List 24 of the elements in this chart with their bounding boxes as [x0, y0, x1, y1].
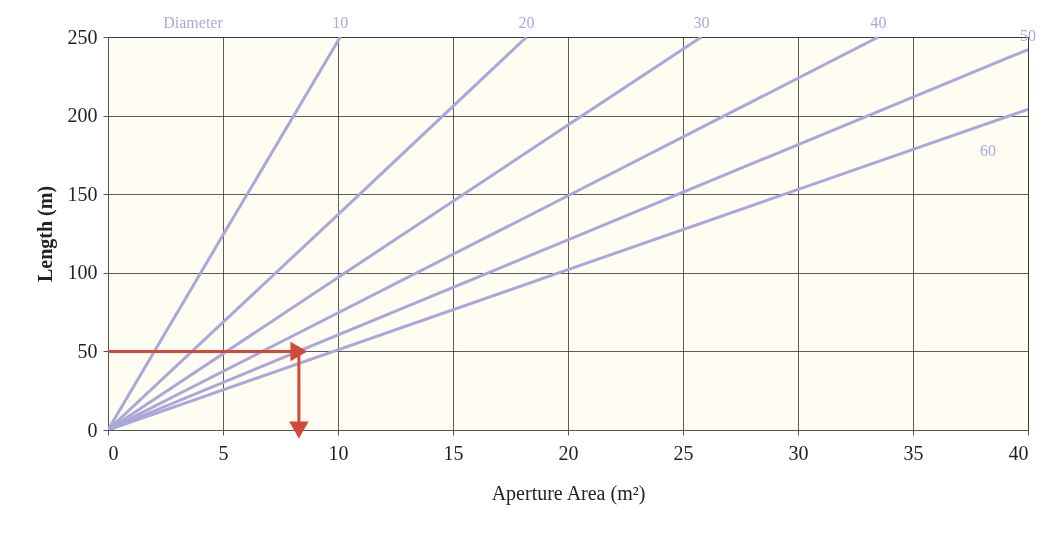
x-tick-label: 30: [788, 441, 809, 464]
x-tick-label: 5: [218, 441, 229, 464]
x-axis-title: Aperture Area (m²): [491, 481, 646, 505]
y-tick-label: 100: [67, 261, 98, 284]
series-label: 60: [980, 142, 996, 160]
x-tick-label: 40: [1008, 441, 1029, 464]
y-tick-label: 250: [67, 25, 98, 48]
y-tick-label: 150: [67, 182, 98, 205]
x-tick-label: 20: [558, 441, 579, 464]
y-tick-label: 200: [67, 104, 98, 127]
series-label: 40: [870, 14, 887, 31]
y-axis-title: Length (m): [33, 185, 57, 283]
series-label: 20: [518, 14, 535, 31]
y-tick-label: 50: [77, 339, 98, 362]
x-tick-label: 25: [673, 441, 694, 464]
series-label: 30: [693, 14, 710, 31]
series-label: 10: [332, 14, 349, 31]
y-tick-label: 0: [87, 418, 98, 441]
x-tick-label: 15: [443, 441, 464, 464]
x-tick-label: 0: [108, 441, 119, 464]
series-label: 50: [1020, 26, 1036, 44]
x-tick-label: 35: [903, 441, 924, 464]
x-tick-label: 10: [328, 441, 349, 464]
legend-title: Diameter: [163, 14, 224, 31]
